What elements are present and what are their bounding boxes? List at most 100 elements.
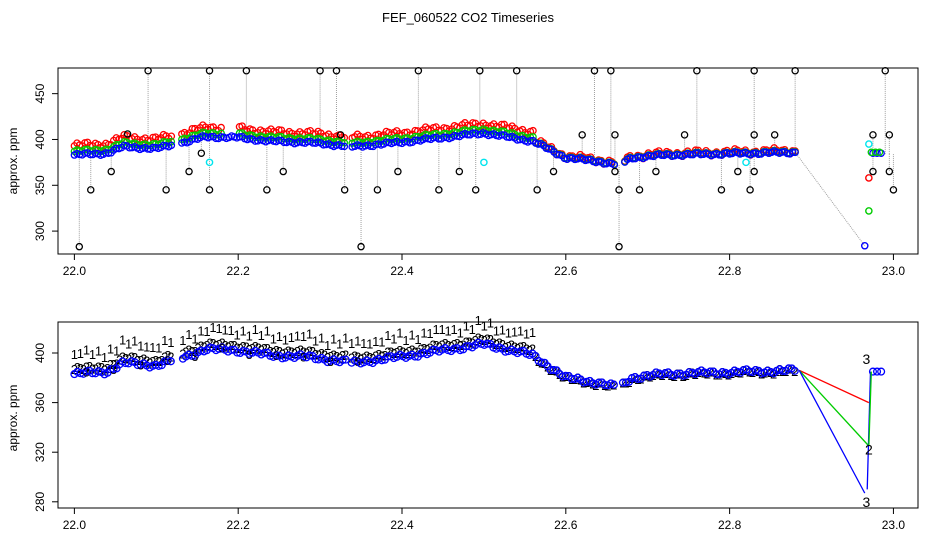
series-1-label: 1 (390, 332, 397, 347)
bottom-x-tick-label: 22.8 (718, 518, 742, 532)
series-1-label: 1 (312, 333, 319, 348)
series-1-label: 1 (125, 337, 132, 352)
series-2-label: 2 (315, 348, 322, 363)
series-3-point (549, 365, 558, 375)
series-2-label: 2 (505, 339, 512, 354)
end-point (860, 241, 869, 250)
spike-point (279, 167, 287, 176)
series-1-label: 1 (101, 350, 108, 365)
series-3-end-label: 3 (863, 351, 871, 367)
spike-point (635, 186, 644, 194)
cyan-point (742, 158, 750, 167)
series-1-label: 1 (318, 330, 325, 345)
spike-point (144, 66, 152, 75)
series-3-point (338, 355, 347, 365)
series-3-point (872, 367, 882, 376)
series-2-label: 2 (330, 347, 337, 362)
series-2-label: 2 (209, 336, 216, 351)
spike-point (87, 186, 95, 194)
series-2-label: 2 (508, 338, 515, 353)
spike-point (476, 66, 484, 75)
series-2-label: 2 (423, 342, 430, 357)
top-y-tick-label: 400 (33, 129, 47, 149)
series-3-point (791, 148, 799, 157)
series-2-label: 2 (529, 342, 536, 357)
cyan-point (865, 140, 873, 148)
spike-point (549, 167, 558, 176)
series-3-point (340, 142, 349, 151)
series-2-label: 2 (466, 334, 473, 349)
spike-point (340, 186, 349, 194)
series-2-label: 2 (288, 345, 295, 360)
series-3-point (503, 133, 511, 141)
top-y-tick-label: 350 (33, 175, 47, 195)
bottom-x-tick-label: 22.6 (554, 518, 578, 532)
series-1-label: 1 (487, 315, 494, 330)
series-1-label: 1 (324, 338, 331, 353)
series-1-label: 1 (366, 336, 373, 351)
series-2-label: 2 (321, 348, 328, 363)
series-1-label: 1 (209, 320, 216, 335)
top-x-tick-label: 22.4 (390, 264, 414, 278)
series-3-point (790, 366, 799, 375)
series-2-label: 2 (475, 331, 482, 346)
series-2-label: 2 (74, 360, 81, 375)
spike-point (717, 186, 726, 194)
spike-point (316, 66, 324, 75)
spike-point (750, 66, 758, 75)
series-2-label: 2 (95, 359, 102, 374)
series-2-label: 2 (185, 343, 192, 358)
spike-point (611, 167, 619, 176)
series-2-label: 2 (387, 344, 394, 359)
series-1-label: 1 (282, 332, 289, 347)
spike-point (332, 66, 341, 75)
series-2-label: 2 (463, 334, 470, 349)
series-1-label: 1 (143, 339, 150, 354)
spike-point (471, 186, 480, 194)
series-2-label: 2 (261, 341, 268, 356)
spike-point (533, 186, 541, 194)
series-3-point (647, 152, 655, 160)
series-2-label: 2 (372, 348, 379, 363)
series-2-label: 2 (240, 339, 247, 354)
series-3-point (125, 144, 134, 152)
series-2-label: 2 (161, 349, 168, 364)
series-1-label: 1 (95, 343, 102, 358)
spike-point (512, 66, 521, 75)
spike-point (611, 131, 619, 139)
series-2-label: 2 (429, 338, 436, 353)
series-3-point (109, 365, 118, 374)
series-2-label: 2 (297, 342, 304, 357)
series-2-label: 2 (378, 348, 385, 363)
spike-point (414, 66, 423, 75)
series-2-label: 2 (200, 339, 207, 354)
series-2-label: 2 (405, 344, 412, 359)
drop-line (794, 151, 866, 247)
spike-point (336, 131, 345, 139)
series-2-label: 2 (420, 341, 427, 356)
series-3-point (545, 145, 553, 153)
series-2-label: 2 (454, 336, 461, 351)
bottom-plot-frame (57, 321, 919, 509)
series-3-end-label: 3 (863, 494, 871, 510)
series-2-label: 2 (544, 359, 551, 374)
series-1-label: 1 (408, 327, 415, 342)
series-1-label: 1 (294, 328, 301, 343)
top-x-tick-label: 22.8 (718, 264, 742, 278)
series-2-label: 2 (128, 349, 135, 364)
series-1-label: 1 (445, 324, 452, 339)
series-2-label: 2 (396, 343, 403, 358)
spike-point (590, 66, 599, 75)
series-3-point (600, 160, 608, 168)
series-1-label: 1 (378, 335, 385, 350)
series-3-point (759, 148, 768, 156)
spike-point (107, 167, 115, 176)
series-2-point (875, 148, 884, 157)
series-1-label: 1 (240, 324, 247, 339)
series-1-label: 1 (420, 325, 427, 340)
series-3-point (81, 149, 89, 158)
series-2-label: 2 (354, 349, 361, 364)
spike-point (889, 186, 898, 194)
series-3-point (558, 372, 567, 381)
